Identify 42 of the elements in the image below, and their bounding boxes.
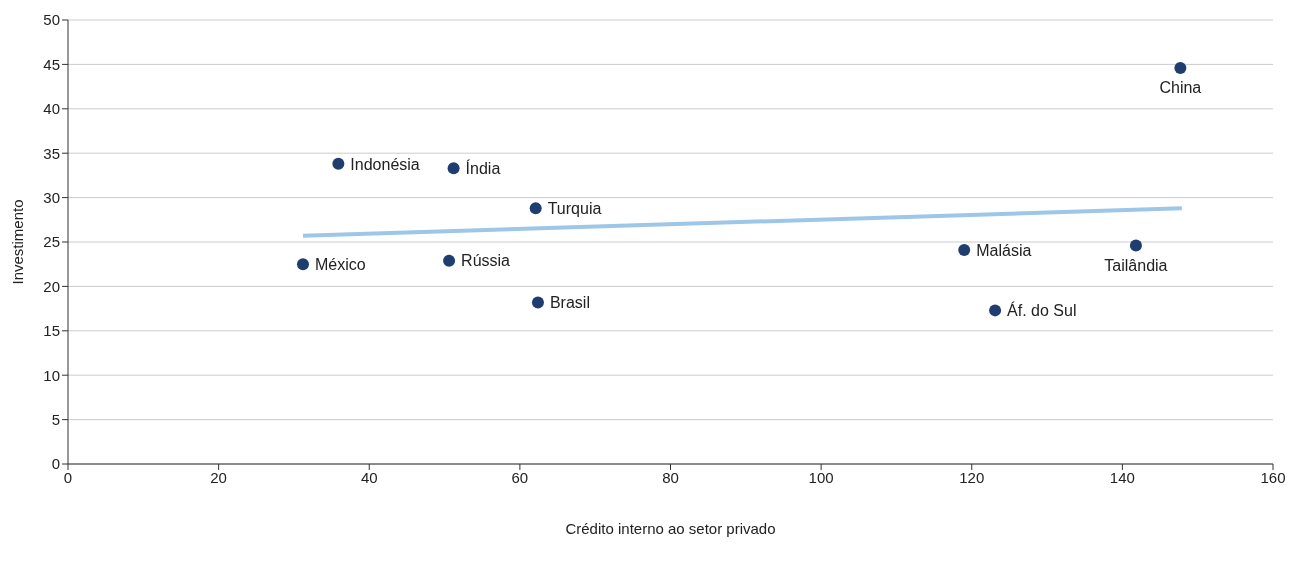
x-tick-label: 0 [63,468,73,486]
point [958,243,971,256]
x-tick-label: 140 [1109,468,1135,486]
x-tick-label: 100 [808,468,834,486]
annotation: México [314,255,366,273]
point [989,304,1002,317]
y-tick-label: 10 [43,366,60,384]
y-tick-label: 30 [43,188,60,206]
y-tick-label: 40 [43,100,60,118]
point [531,296,544,309]
annotation: Áf. do Sul [1007,301,1077,320]
x-tick-label: 160 [1260,468,1286,486]
x-tick-label: 40 [360,468,378,486]
point [529,202,542,215]
y-tick-label: 15 [43,322,60,340]
point [1174,61,1187,74]
point [1129,239,1142,252]
annotation: Tailândia [1104,256,1168,274]
y-tick-label: 25 [43,233,60,251]
annotation: Indonésia [350,155,420,173]
y-axis-title: Investimento [9,199,27,285]
annotation: Malásia [976,241,1032,259]
y-tick-label: 35 [43,144,60,162]
x-axis-title: Crédito interno ao setor privado [565,520,776,537]
point [447,162,460,175]
annotation: Rússia [461,252,511,270]
annotation: Índia [465,158,501,177]
x-tick-label: 60 [511,468,529,486]
annotation: China [1159,79,1202,97]
annotation: Turquia [547,199,602,217]
y-tick-label: 0 [51,455,60,473]
y-tick-label: 20 [43,277,60,295]
point [443,254,456,267]
x-tick-label: 120 [959,468,985,486]
y-tick-label: 5 [51,410,60,428]
y-tick-label: 45 [43,55,60,73]
x-tick-label: 20 [210,468,227,486]
point [332,157,345,170]
y-tick-label: 50 [43,11,60,29]
annotation: Brasil [549,294,590,312]
point [296,258,309,271]
x-tick-label: 80 [662,468,679,486]
